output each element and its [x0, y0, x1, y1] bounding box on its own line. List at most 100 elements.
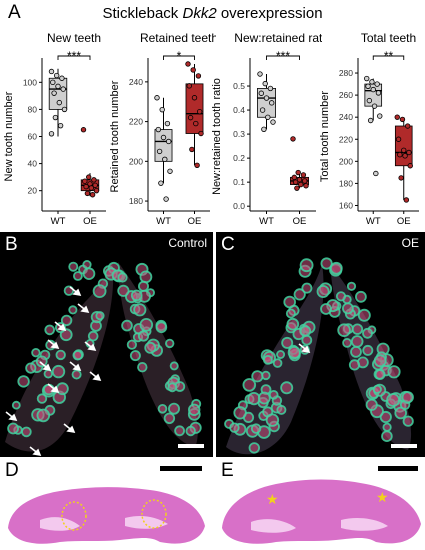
tooth-germ [357, 308, 371, 322]
data-point [269, 100, 275, 106]
boxplot-ratio-svg: New:retained ratio New:retained tooth rat… [211, 31, 332, 227]
data-point [154, 95, 160, 101]
tooth-germ [185, 425, 196, 437]
data-point [296, 177, 303, 183]
tooth-germ [401, 391, 414, 404]
significance-stars: *** [67, 49, 81, 63]
tooth-germ [283, 295, 296, 309]
data-point [187, 114, 194, 121]
tooth-germ [144, 341, 157, 354]
box-wt [48, 77, 68, 110]
data-point [89, 192, 96, 198]
data-point [84, 190, 91, 197]
panel-label-a: A [8, 2, 21, 23]
boxplot-new-teeth: New teeth New tooth number 20 40 60 80 100 WT OE… [0, 28, 112, 228]
data-point [164, 120, 171, 127]
data-point [258, 90, 264, 96]
tooth-germ [242, 378, 257, 392]
x-tick-label: OE [397, 216, 411, 227]
tooth-germ [248, 442, 261, 454]
y-axis-label: Total tooth number [319, 91, 331, 182]
tooth-germ [402, 415, 414, 427]
data-point [82, 178, 88, 184]
data-point [198, 130, 204, 137]
data-point [364, 75, 370, 82]
data-point [399, 116, 406, 123]
data-point [156, 148, 163, 155]
data-point [377, 113, 383, 119]
tooth-germ [285, 308, 296, 319]
tooth-germ [157, 404, 168, 414]
data-point [54, 72, 60, 79]
data-point [189, 146, 195, 153]
jaw-section-d [8, 487, 205, 544]
tooth-germ [382, 422, 392, 432]
data-point [265, 114, 271, 120]
y-tick-label: 40 [28, 159, 38, 169]
data-point [374, 81, 380, 87]
data-point [369, 79, 375, 85]
data-point [52, 114, 59, 121]
annotation-circle-right [141, 499, 167, 529]
data-point [403, 197, 410, 203]
data-point [301, 178, 308, 184]
tooth-germ [272, 358, 283, 368]
tooth-germ [139, 318, 154, 332]
panel-label-e: E [221, 460, 234, 481]
significance-bracket [372, 55, 405, 60]
tooth-germ [68, 305, 78, 315]
data-point [55, 83, 61, 90]
data-point [160, 134, 167, 141]
tooth-germ [187, 403, 201, 417]
data-point [397, 152, 403, 158]
boxplot-total-teeth-svg: Total teeth Total tooth number 160 180 200 22… [319, 31, 419, 227]
tooth-germ [137, 330, 150, 342]
tooth-germ [373, 354, 387, 368]
y-tick-label: 240 [339, 112, 353, 122]
significance-stars: *** [276, 49, 290, 63]
tooth-germ [337, 323, 351, 337]
scale-bar-d [160, 466, 202, 471]
data-point [295, 169, 301, 176]
tooth-germ [82, 267, 96, 280]
tooth-germ [71, 369, 82, 380]
data-point [366, 97, 373, 104]
label-control: Control [168, 236, 207, 250]
tooth-germ [346, 281, 357, 291]
tooth-germ [229, 422, 240, 433]
annotation-circle-left [61, 501, 87, 531]
y-tick-label: 80 [28, 104, 38, 114]
jaw-cavity-e [251, 518, 388, 533]
y-tick-label: 0.2 [233, 153, 245, 163]
data-point [291, 174, 297, 181]
tooth-germ [320, 257, 333, 270]
tooth-germ [387, 365, 401, 379]
data-point [298, 181, 304, 188]
x-tick-label: WT [366, 216, 381, 227]
box-wt [154, 129, 173, 162]
data-point [257, 71, 263, 77]
chart-title: Total teeth [361, 31, 416, 45]
data-point [186, 83, 192, 89]
histology-control: D [0, 458, 213, 550]
boxplot-total-teeth: Total teeth Total tooth number 160 180 200 22… [316, 28, 425, 228]
y-tick-label: 220 [339, 134, 353, 144]
tooth-germ [265, 413, 280, 427]
boxplot-new-teeth-svg: New teeth New tooth number 20 40 60 80 100 WT OE… [3, 31, 106, 227]
tooth-germ [261, 370, 271, 381]
tooth-germ [36, 408, 51, 423]
significance-bracket [163, 55, 195, 60]
figure-title-gene: Dkk2 [182, 5, 217, 22]
tooth-germ [95, 311, 105, 321]
x-tick-label: WT [51, 216, 66, 227]
tooth-germ [117, 272, 128, 283]
tooth-germ [17, 375, 30, 388]
tooth-germ [155, 321, 168, 334]
arrow-marker-oe [298, 343, 311, 354]
tooth-germ [35, 355, 48, 368]
data-point [270, 119, 276, 125]
y-tick-label: 0.3 [233, 129, 245, 139]
y-tick-label: 0.1 [233, 177, 245, 187]
tooth-germ [374, 369, 386, 380]
figure-title-suffix: overexpression [216, 5, 323, 22]
